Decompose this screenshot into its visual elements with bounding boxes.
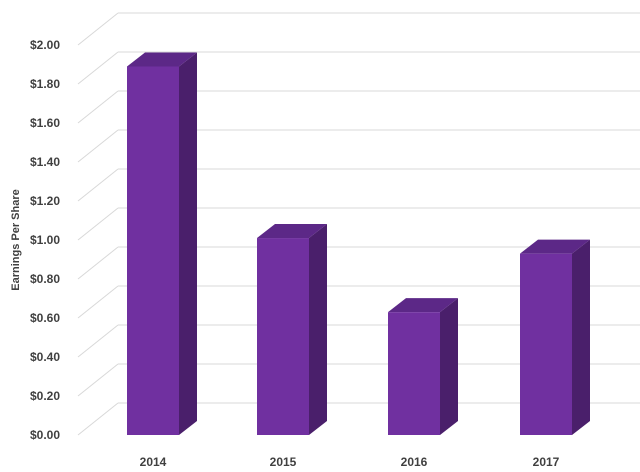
y-tick-label: $1.40 [30, 155, 60, 169]
bar-side [179, 52, 197, 435]
bar-top [520, 239, 590, 254]
gridline-depth [77, 324, 119, 358]
bar-side [440, 298, 458, 435]
gridlines [77, 12, 640, 436]
y-tick-label: $0.80 [30, 272, 60, 286]
y-tick-label: $1.00 [30, 233, 60, 247]
y-tick-label: $1.60 [30, 116, 60, 130]
y-tick-label: $2.00 [30, 38, 60, 52]
gridline-depth [77, 285, 119, 319]
gridline-depth [77, 168, 119, 202]
bar-top [127, 52, 197, 67]
y-tick-label: $0.60 [30, 311, 60, 325]
gridline-depth [77, 246, 119, 280]
gridline-depth [77, 402, 119, 436]
x-tick-label: 2016 [401, 455, 428, 469]
gridline-depth [77, 90, 119, 124]
bar [520, 253, 572, 435]
gridline-depth [77, 51, 119, 85]
bar [388, 312, 440, 435]
x-tick-label: 2017 [533, 455, 560, 469]
bar-top [388, 298, 458, 313]
x-tick-label: 2015 [270, 455, 297, 469]
bars [127, 52, 590, 435]
bar [257, 238, 309, 435]
y-tick-label: $1.20 [30, 194, 60, 208]
y-tick-label: $0.20 [30, 389, 60, 403]
bar-top [257, 224, 327, 239]
x-axis-ticks: 2014 2015 2016 2017 [140, 455, 560, 469]
y-tick-label: $0.00 [30, 428, 60, 442]
gridline-depth [77, 363, 119, 397]
bar [127, 66, 179, 435]
bar-side [572, 239, 590, 435]
gridline-depth [77, 12, 119, 46]
y-axis-label: Earnings Per Share [10, 189, 22, 291]
y-tick-label: $0.40 [30, 350, 60, 364]
gridline-depth [77, 207, 119, 241]
y-axis-ticks: $0.00 $0.20 $0.40 $0.60 $0.80 $1.00 $1.20 $1.40… [30, 38, 60, 442]
gridline-depth [77, 129, 119, 163]
bar-side [309, 224, 327, 435]
y-tick-label: $1.80 [30, 77, 60, 91]
x-tick-label: 2014 [140, 455, 167, 469]
